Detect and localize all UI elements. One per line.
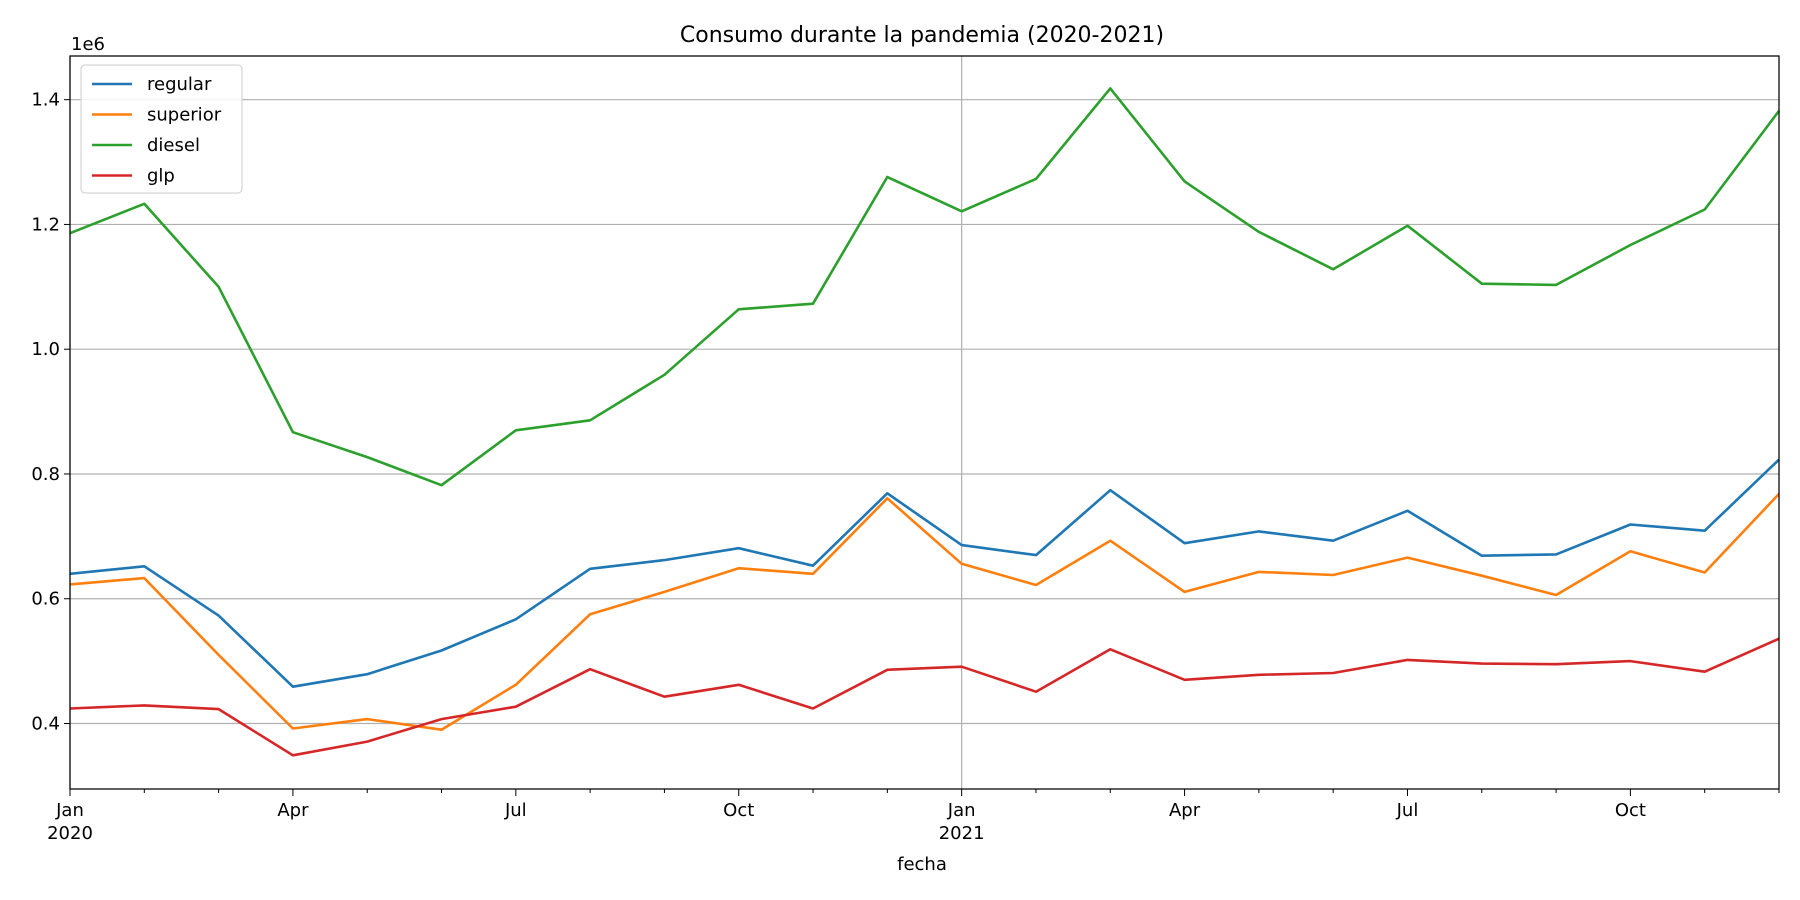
x-tick-year-label: 2020 bbox=[47, 823, 93, 844]
series-lines bbox=[69, 87, 1781, 757]
legend-label-diesel: diesel bbox=[147, 135, 200, 156]
y-tick-label: 1.4 bbox=[31, 90, 60, 111]
legend-label-regular: regular bbox=[147, 74, 212, 95]
legend-label-superior: superior bbox=[147, 105, 222, 126]
x-tick-label: Oct bbox=[723, 800, 754, 821]
x-axis-label: fecha bbox=[897, 854, 947, 875]
y-tick-label: 0.6 bbox=[31, 589, 60, 610]
x-tick-label: Jan bbox=[947, 800, 976, 821]
y-tick-label: 1.0 bbox=[31, 339, 60, 360]
x-tick-label: Jan bbox=[55, 800, 84, 821]
x-tick-label: Apr bbox=[1169, 800, 1201, 821]
legend-label-glp: glp bbox=[147, 166, 175, 187]
x-tick-label: Jul bbox=[1396, 800, 1419, 821]
grid-lines bbox=[69, 56, 1779, 789]
y-axis-ticks: 0.4 0.6 0.8 1.0 1.2 1.4 bbox=[31, 90, 70, 734]
legend-box bbox=[80, 64, 243, 194]
x-tick-label: Apr bbox=[277, 800, 309, 821]
y-offset-label: 1e6 bbox=[71, 34, 105, 55]
series-line-diesel bbox=[69, 87, 1781, 487]
x-tick-label: Oct bbox=[1615, 800, 1646, 821]
chart-title: Consumo durante la pandemia (2020-2021) bbox=[680, 23, 1164, 48]
y-tick-label: 0.4 bbox=[31, 713, 60, 734]
legend: regular superior diesel glp bbox=[80, 64, 243, 194]
series-line-glp bbox=[69, 637, 1780, 757]
x-tick-label: Jul bbox=[504, 800, 527, 821]
y-tick-label: 1.2 bbox=[31, 214, 60, 235]
x-tick-year-label: 2021 bbox=[939, 823, 985, 844]
plot-frame bbox=[69, 55, 1780, 790]
series-line-superior bbox=[69, 493, 1780, 732]
series-line-regular bbox=[69, 458, 1780, 689]
y-tick-label: 0.8 bbox=[31, 464, 60, 485]
